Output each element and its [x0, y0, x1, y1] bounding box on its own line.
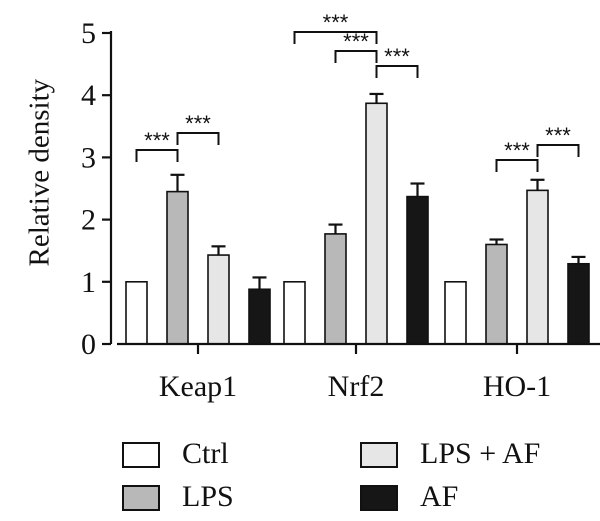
x-tick-label-ho-1: HO-1	[483, 370, 551, 403]
bar-lps-nrf2	[324, 233, 347, 345]
bar-af-keap1	[248, 288, 271, 345]
bar-lps-af-nrf2	[365, 102, 388, 345]
bar-lps-keap1	[166, 190, 189, 345]
y-axis-label: Relative density	[23, 78, 56, 267]
bar-lps-ho-1	[485, 243, 508, 345]
y-tick-label-2: 2	[81, 204, 96, 237]
y-tick-label-0: 0	[81, 328, 96, 361]
x-tick-label-keap1: Keap1	[159, 370, 237, 403]
significance-bracket-3	[293, 31, 378, 44]
bar-af-nrf2	[406, 195, 429, 345]
significance-bracket-2	[176, 132, 220, 145]
legend-label-lps: LPS	[182, 480, 234, 513]
legend-swatch-af	[360, 485, 398, 511]
bar-af-ho-1	[567, 262, 590, 345]
significance-bracket-7	[536, 144, 580, 157]
legend-swatch-lps	[122, 485, 160, 511]
legend-swatch-lps-af	[360, 442, 398, 468]
legend-swatch-ctrl	[122, 442, 160, 468]
y-tick-label-5: 5	[81, 17, 96, 50]
significance-bracket-4	[334, 50, 378, 63]
significance-label-2: ***	[185, 111, 211, 136]
y-tick-label-4: 4	[81, 79, 96, 112]
x-tick-label-nrf2: Nrf2	[328, 370, 385, 403]
bar-lps-af-ho-1	[526, 189, 549, 345]
significance-bracket-1	[135, 149, 179, 162]
bar-ctrl-nrf2	[283, 280, 306, 345]
y-tick-label-1: 1	[81, 266, 96, 299]
bar-ctrl-keap1	[125, 280, 148, 345]
significance-bracket-6	[495, 159, 539, 172]
bar-ctrl-ho-1	[444, 280, 467, 345]
legend-label-ctrl: Ctrl	[182, 437, 229, 470]
legend-label-lps-af: LPS + AF	[420, 437, 541, 470]
significance-label-6: ***	[504, 138, 530, 163]
significance-bracket-5	[375, 65, 419, 78]
bar-lps-af-keap1	[207, 254, 230, 345]
y-tick-label-3: 3	[81, 141, 96, 174]
significance-label-7: ***	[545, 123, 571, 148]
significance-label-3: ***	[323, 10, 349, 35]
significance-label-5: ***	[384, 44, 410, 69]
significance-label-4: ***	[343, 29, 369, 54]
significance-label-1: ***	[144, 128, 170, 153]
legend-label-af: AF	[420, 480, 459, 513]
